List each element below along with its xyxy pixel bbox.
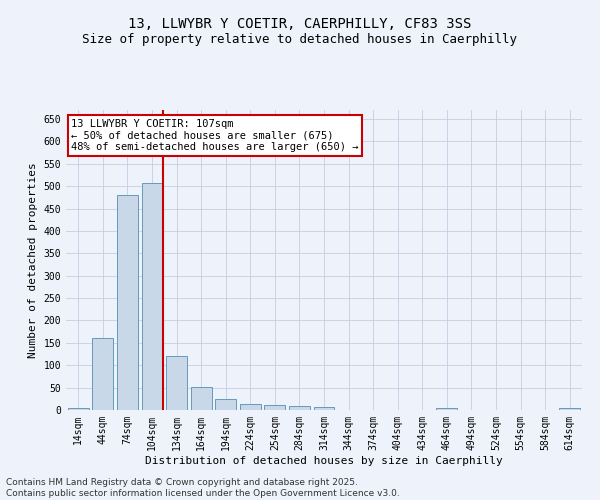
Bar: [289, 406, 310, 410]
Bar: [191, 386, 212, 410]
Bar: [436, 408, 457, 410]
Bar: [265, 404, 286, 410]
Bar: [240, 404, 261, 410]
Bar: [559, 408, 580, 410]
Y-axis label: Number of detached properties: Number of detached properties: [28, 162, 38, 358]
X-axis label: Distribution of detached houses by size in Caerphilly: Distribution of detached houses by size …: [145, 456, 503, 466]
Bar: [215, 399, 236, 410]
Text: 13, LLWYBR Y COETIR, CAERPHILLY, CF83 3SS: 13, LLWYBR Y COETIR, CAERPHILLY, CF83 3S…: [128, 18, 472, 32]
Text: Contains HM Land Registry data © Crown copyright and database right 2025.
Contai: Contains HM Land Registry data © Crown c…: [6, 478, 400, 498]
Bar: [68, 408, 89, 410]
Bar: [166, 356, 187, 410]
Bar: [314, 407, 334, 410]
Bar: [117, 195, 138, 410]
Bar: [142, 182, 163, 410]
Text: 13 LLWYBR Y COETIR: 107sqm
← 50% of detached houses are smaller (675)
48% of sem: 13 LLWYBR Y COETIR: 107sqm ← 50% of deta…: [71, 119, 359, 152]
Text: Size of property relative to detached houses in Caerphilly: Size of property relative to detached ho…: [83, 32, 517, 46]
Bar: [92, 338, 113, 410]
